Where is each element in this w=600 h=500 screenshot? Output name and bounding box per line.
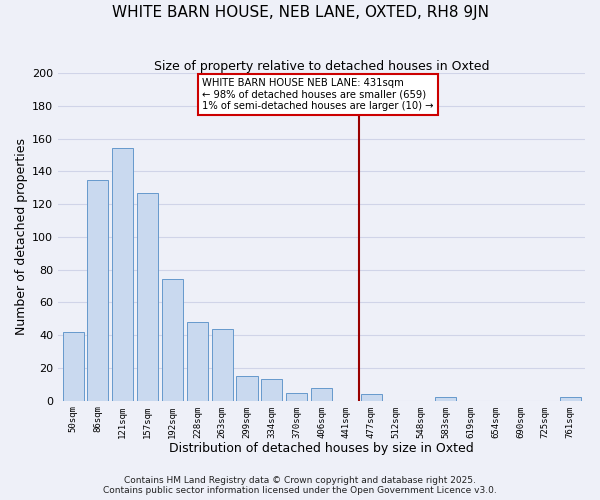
X-axis label: Distribution of detached houses by size in Oxted: Distribution of detached houses by size … <box>169 442 474 455</box>
Bar <box>311 388 332 400</box>
Y-axis label: Number of detached properties: Number of detached properties <box>15 138 28 336</box>
Bar <box>62 332 83 400</box>
Bar <box>212 328 233 400</box>
Text: WHITE BARN HOUSE, NEB LANE, OXTED, RH8 9JN: WHITE BARN HOUSE, NEB LANE, OXTED, RH8 9… <box>112 5 488 20</box>
Text: Contains HM Land Registry data © Crown copyright and database right 2025.
Contai: Contains HM Land Registry data © Crown c… <box>103 476 497 495</box>
Title: Size of property relative to detached houses in Oxted: Size of property relative to detached ho… <box>154 60 490 73</box>
Bar <box>286 392 307 400</box>
Text: WHITE BARN HOUSE NEB LANE: 431sqm
← 98% of detached houses are smaller (659)
1% : WHITE BARN HOUSE NEB LANE: 431sqm ← 98% … <box>202 78 434 111</box>
Bar <box>361 394 382 400</box>
Bar <box>187 322 208 400</box>
Bar <box>112 148 133 400</box>
Bar <box>236 376 257 400</box>
Bar <box>162 280 183 400</box>
Bar <box>137 192 158 400</box>
Bar <box>435 398 457 400</box>
Bar <box>88 180 109 400</box>
Bar <box>560 398 581 400</box>
Bar <box>262 380 283 400</box>
